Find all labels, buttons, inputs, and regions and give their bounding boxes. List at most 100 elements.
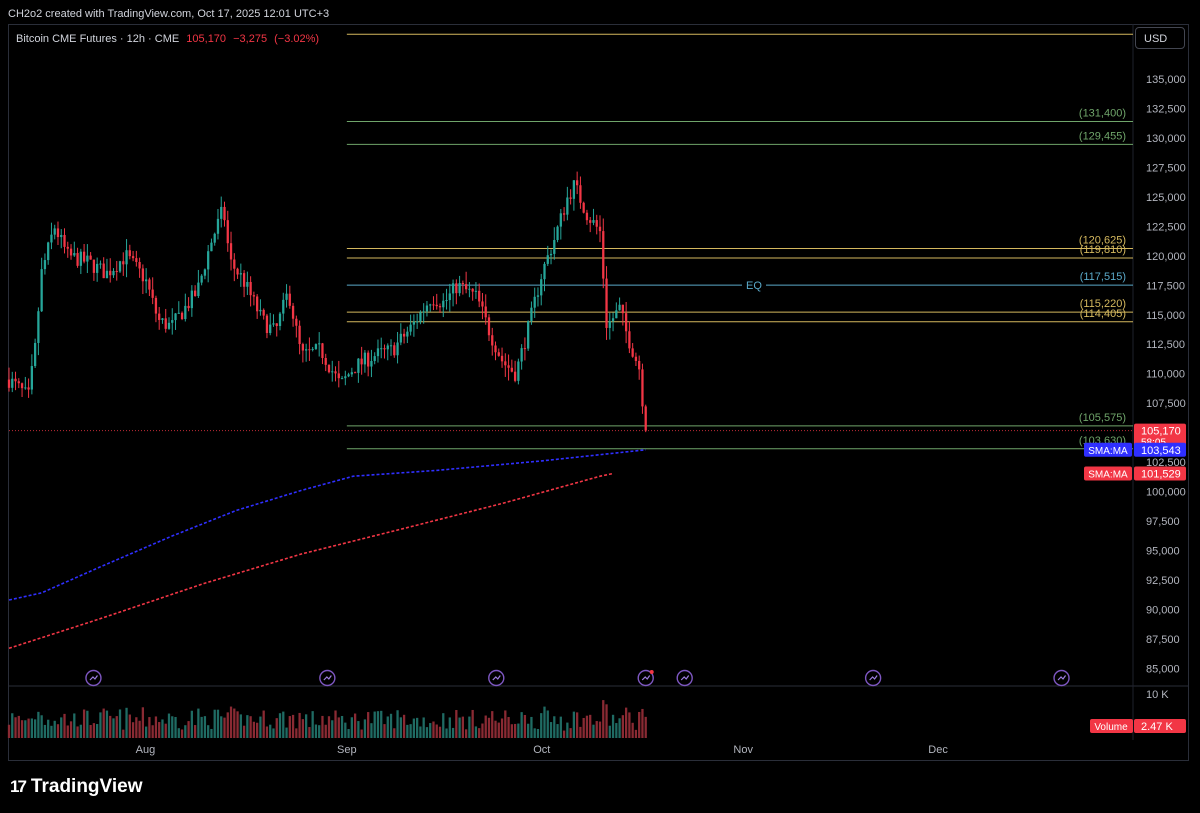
volume-bar — [151, 725, 154, 738]
volume-bar — [543, 706, 546, 738]
candle-body — [112, 270, 115, 276]
volume-bar — [396, 710, 399, 738]
symbol-name: Bitcoin CME Futures · 12h · CME — [16, 33, 180, 45]
candle-body — [334, 371, 337, 374]
candle-body — [481, 301, 484, 307]
volume-axis-label: 10 K — [1146, 689, 1169, 701]
candle-body — [69, 248, 73, 256]
volume-bar — [419, 726, 422, 738]
candle-body — [527, 321, 530, 349]
volume-bar — [164, 723, 167, 738]
volume-bar — [109, 715, 112, 738]
candle-body — [634, 356, 638, 361]
volume-bar — [321, 715, 324, 738]
volume-bar — [79, 724, 82, 738]
volume-bar — [644, 716, 647, 738]
volume-bar — [193, 725, 197, 738]
candle-body — [249, 281, 252, 296]
volume-bar — [73, 713, 76, 738]
volume-bar — [389, 713, 393, 738]
candle-body — [43, 260, 47, 270]
candle-body — [151, 289, 154, 298]
candle-body — [47, 242, 50, 261]
candle-body — [445, 300, 448, 302]
candle-body — [448, 293, 451, 301]
volume-bar — [216, 709, 220, 738]
candle-body — [425, 305, 429, 312]
candle-body — [435, 304, 438, 307]
volume-bar — [115, 716, 118, 738]
volume-bar — [138, 720, 141, 738]
candle-body — [464, 284, 468, 290]
candle-body — [118, 261, 122, 272]
volume-bar — [141, 707, 145, 738]
volume-bar — [308, 727, 311, 738]
volume-bar — [582, 717, 585, 738]
volume-bar — [69, 721, 73, 738]
candle-body — [468, 288, 471, 290]
candle-body — [412, 321, 416, 325]
volume-bar — [236, 711, 239, 738]
volume-bar — [608, 725, 611, 738]
volume-bar — [262, 710, 265, 738]
candle-body — [376, 348, 380, 357]
volume-bar — [203, 716, 207, 738]
candle-body — [370, 360, 373, 367]
candle-body — [256, 296, 259, 312]
candle-body — [92, 259, 96, 273]
volume-bar — [569, 728, 572, 738]
candle-body — [285, 293, 288, 300]
candle-body — [386, 345, 389, 350]
candle-body — [269, 324, 272, 334]
candle-body — [158, 313, 161, 320]
volume-bar — [595, 721, 598, 738]
candle-body — [513, 371, 517, 381]
candle-body — [213, 233, 216, 243]
volume-bar — [416, 717, 419, 738]
candle-body — [27, 387, 30, 390]
candle-body — [611, 318, 615, 322]
level-label: (105,575) — [1079, 412, 1126, 424]
volume-bar — [621, 715, 625, 738]
candle-body — [419, 312, 422, 322]
volume-bar — [43, 724, 47, 738]
volume-bar — [239, 714, 242, 738]
candle-body — [288, 293, 291, 306]
volume-bar — [187, 721, 190, 738]
candle-body — [311, 348, 314, 350]
candle-body — [272, 323, 275, 325]
candle-body — [628, 331, 631, 349]
y-tick-label: 127,500 — [1146, 162, 1186, 174]
candle-body — [318, 343, 321, 345]
candle-body — [556, 226, 559, 241]
candle-body — [641, 369, 644, 407]
candle-body — [455, 283, 458, 294]
candle-body — [24, 387, 27, 389]
volume-bar — [259, 716, 262, 738]
volume-bar — [383, 724, 386, 738]
candle-body — [546, 255, 549, 264]
candle-body — [589, 220, 592, 223]
candle-body — [161, 318, 164, 320]
currency-button[interactable]: USD — [1135, 27, 1185, 49]
candle-body — [53, 228, 56, 235]
volume-bar — [624, 707, 628, 738]
level-label: (114,405) — [1080, 308, 1126, 320]
volume-bar — [360, 729, 363, 738]
volume-bar — [367, 712, 370, 738]
candle-body — [190, 290, 193, 309]
volume-bar — [20, 720, 24, 738]
candle-body — [363, 352, 367, 365]
volume-bar — [105, 710, 109, 738]
sma-name-label: SMA:MA — [1088, 470, 1128, 481]
candle-body — [585, 212, 589, 221]
volume-bar — [197, 708, 200, 738]
volume-bar — [566, 722, 569, 738]
candle-body — [399, 333, 402, 343]
candle-body — [17, 381, 20, 384]
x-tick-label: Oct — [533, 744, 550, 756]
candle-body — [304, 349, 308, 351]
candle-body — [203, 269, 207, 276]
candle-body — [60, 234, 63, 238]
